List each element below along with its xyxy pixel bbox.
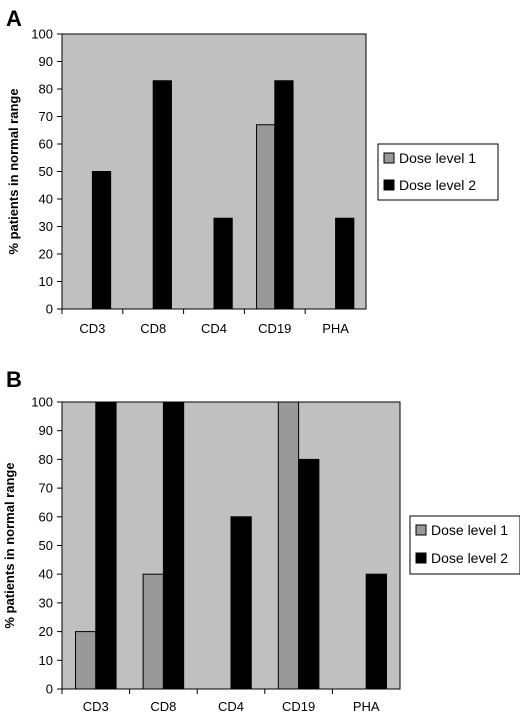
y-tick-label: 60 — [39, 137, 53, 152]
bar — [335, 217, 355, 310]
legend-swatch — [383, 179, 395, 191]
bar — [298, 458, 320, 690]
y-tick-label: 70 — [39, 481, 53, 496]
bar — [213, 217, 233, 310]
y-axis-label: % patients in normal range — [6, 88, 21, 254]
legend-label: Dose level 1 — [399, 150, 476, 166]
x-tick-label: CD19 — [258, 321, 291, 336]
y-tick-label: 40 — [39, 567, 53, 582]
y-tick-label: 0 — [46, 682, 53, 697]
y-tick-label: 20 — [39, 624, 53, 639]
legend-box — [377, 143, 499, 201]
chart-panel-a: A 0 10 20 30 40 50 60 70 80 90 100 % patients in nor… — [6, 6, 499, 336]
bar — [256, 124, 276, 310]
y-tick-label: 10 — [39, 274, 53, 289]
legend-swatch — [415, 552, 427, 564]
y-tick-label: 100 — [31, 27, 53, 42]
legend-box — [409, 515, 520, 575]
y-tick-label: 30 — [39, 219, 53, 234]
y-tick-label: 80 — [39, 452, 53, 467]
panel-label: A — [6, 6, 22, 31]
x-tick-label: CD8 — [140, 321, 166, 336]
bar — [95, 401, 117, 690]
y-tick-label: 30 — [39, 595, 53, 610]
y-tick-label: 20 — [39, 247, 53, 262]
x-tick-label: CD4 — [201, 321, 227, 336]
bar — [274, 80, 294, 310]
y-tick-label: 10 — [39, 653, 53, 668]
legend-swatch — [415, 524, 427, 536]
y-tick-label: 60 — [39, 509, 53, 524]
y-axis-label: % patients in normal range — [2, 462, 17, 628]
y-tick-label: 80 — [39, 82, 53, 97]
y-tick-label: 0 — [46, 302, 53, 317]
x-tick-label: CD19 — [282, 699, 315, 714]
x-tick-label: PHA — [322, 321, 349, 336]
x-tick-label: CD3 — [83, 699, 109, 714]
bar — [75, 631, 97, 690]
bar — [91, 171, 112, 310]
x-tick-label: CD4 — [218, 699, 244, 714]
y-tick-label: 50 — [39, 538, 53, 553]
y-tick-label: 70 — [39, 109, 53, 124]
x-tick-label: CD8 — [150, 699, 176, 714]
bar — [162, 401, 185, 690]
panel-label: B — [6, 367, 22, 392]
y-tick-label: 90 — [39, 423, 53, 438]
y-tick-label: 90 — [39, 54, 53, 69]
chart-panel-b: B 0 10 20 30 40 50 60 70 80 90 100 % patients in nor… — [2, 367, 520, 714]
x-tick-label: PHA — [353, 699, 380, 714]
y-tick-label: 40 — [39, 192, 53, 207]
bar — [152, 80, 172, 310]
y-tick-label: 50 — [39, 164, 53, 179]
legend-label: Dose level 1 — [431, 522, 508, 538]
y-tick-label: 100 — [31, 395, 53, 410]
legend-label: Dose level 2 — [399, 177, 476, 193]
legend-swatch — [383, 152, 395, 164]
bar — [277, 401, 300, 690]
bar — [142, 573, 164, 690]
bar — [230, 516, 252, 690]
x-tick-label: CD3 — [79, 321, 105, 336]
bar — [365, 573, 387, 690]
legend-label: Dose level 2 — [431, 550, 508, 566]
